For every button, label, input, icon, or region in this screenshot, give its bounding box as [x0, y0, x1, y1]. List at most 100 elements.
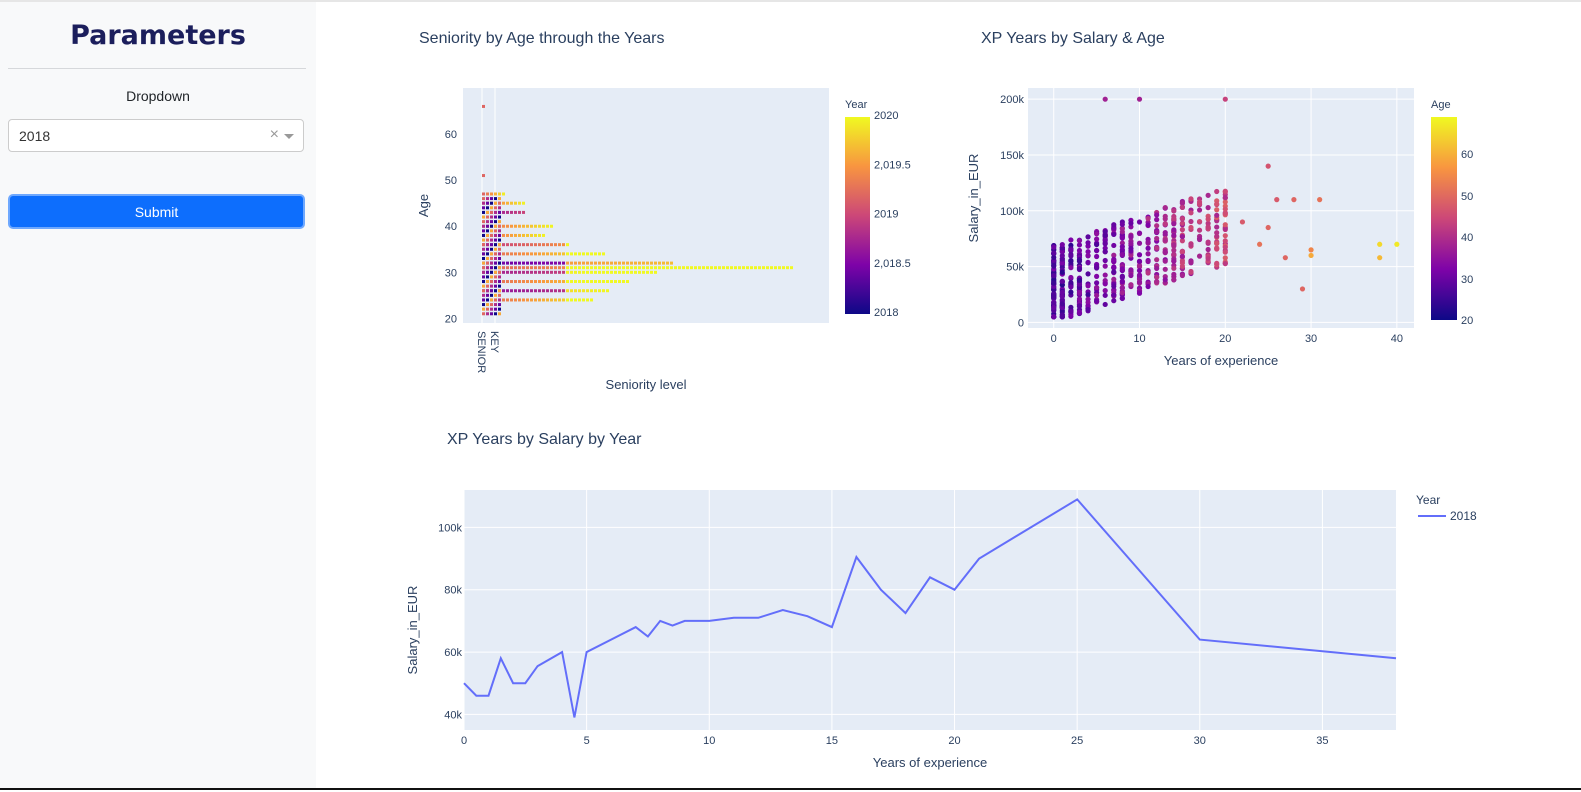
data-point: [1205, 239, 1211, 245]
data-point: [490, 275, 493, 279]
data-point: [550, 252, 553, 256]
data-point: [530, 280, 533, 284]
y-tick-label: 30: [445, 267, 457, 279]
data-point: [722, 266, 725, 270]
data-point: [1059, 289, 1065, 295]
x-tick-label: 0: [1051, 333, 1057, 345]
data-point: [1214, 188, 1220, 195]
data-point: [790, 266, 793, 270]
data-point: [1196, 227, 1203, 233]
data-point: [494, 293, 497, 297]
data-point: [1162, 230, 1168, 236]
data-point: [562, 243, 565, 247]
data-point: [562, 252, 565, 256]
data-point: [502, 266, 505, 270]
data-point: [482, 215, 485, 219]
data-point: [554, 243, 557, 247]
data-point: [554, 252, 557, 256]
data-point: [1162, 237, 1168, 243]
data-point: [510, 266, 513, 270]
data-point: [1196, 253, 1203, 259]
data-point: [582, 270, 585, 274]
data-point: [1085, 299, 1091, 306]
data-point: [498, 303, 501, 307]
data-point: [1119, 229, 1125, 235]
data-point: [1102, 96, 1108, 102]
data-point: [1094, 280, 1100, 286]
data-point: [1111, 252, 1117, 258]
data-point: [1179, 204, 1185, 211]
submit-button[interactable]: Submit: [8, 194, 305, 229]
data-point: [498, 238, 501, 242]
data-point: [558, 270, 561, 274]
data-point: [1119, 295, 1125, 302]
data-point: [1085, 253, 1091, 259]
data-point: [1179, 258, 1185, 264]
data-point: [1188, 196, 1194, 202]
x-tick-label: 15: [826, 735, 838, 747]
data-point: [1102, 281, 1108, 287]
data-point: [538, 266, 541, 270]
data-point: [482, 229, 485, 233]
data-point: [522, 243, 525, 247]
data-point: [486, 293, 489, 297]
data-point: [494, 266, 497, 270]
data-point: [490, 261, 493, 265]
data-point: [690, 266, 693, 270]
data-point: [538, 243, 541, 247]
data-point: [482, 261, 485, 265]
data-point: [582, 280, 585, 284]
data-point: [498, 289, 501, 293]
clear-icon[interactable]: ×: [269, 126, 279, 143]
data-point: [578, 266, 581, 270]
data-point: [1136, 252, 1143, 258]
data-point: [502, 261, 505, 265]
data-point: [630, 270, 633, 274]
data-point: [542, 243, 545, 247]
data-point: [554, 270, 557, 274]
data-point: [614, 266, 617, 270]
data-point: [1085, 271, 1091, 277]
data-point: [486, 261, 489, 265]
x-axis-label: Seniority level: [606, 377, 687, 392]
data-point: [1377, 255, 1383, 261]
data-point: [1085, 259, 1091, 266]
chevron-down-icon[interactable]: [284, 134, 294, 139]
data-point: [1222, 255, 1228, 261]
data-point: [618, 270, 621, 274]
data-point: [494, 233, 497, 237]
y-tick-label: 150k: [1000, 150, 1024, 162]
data-point: [1171, 247, 1177, 253]
data-point: [510, 252, 513, 256]
plot-area: [1028, 88, 1414, 328]
data-point: [526, 298, 529, 302]
data-point: [1068, 284, 1074, 290]
data-point: [542, 280, 545, 284]
data-point: [1222, 233, 1228, 239]
data-point: [570, 270, 573, 274]
data-point: [490, 229, 493, 233]
data-point: [502, 270, 505, 274]
colorbar-tick-label: 40: [1461, 232, 1473, 244]
data-point: [1136, 290, 1143, 296]
data-point: [534, 233, 537, 237]
data-point: [602, 261, 605, 265]
data-point: [482, 247, 485, 251]
data-point: [518, 243, 521, 247]
data-point: [1076, 266, 1083, 272]
data-point: [590, 261, 593, 265]
data-point: [1171, 252, 1177, 258]
year-dropdown[interactable]: 2018 ×: [8, 119, 304, 152]
data-point: [634, 261, 637, 265]
data-point: [738, 266, 741, 270]
data-point: [702, 266, 705, 270]
y-tick-label: 50k: [1006, 262, 1024, 274]
data-point: [1051, 244, 1057, 250]
data-point: [526, 233, 529, 237]
y-tick-label: 100k: [1000, 206, 1024, 218]
data-point: [1076, 247, 1083, 254]
data-point: [550, 270, 553, 274]
data-point: [570, 280, 573, 284]
data-point: [1059, 304, 1065, 311]
data-point: [502, 243, 505, 247]
